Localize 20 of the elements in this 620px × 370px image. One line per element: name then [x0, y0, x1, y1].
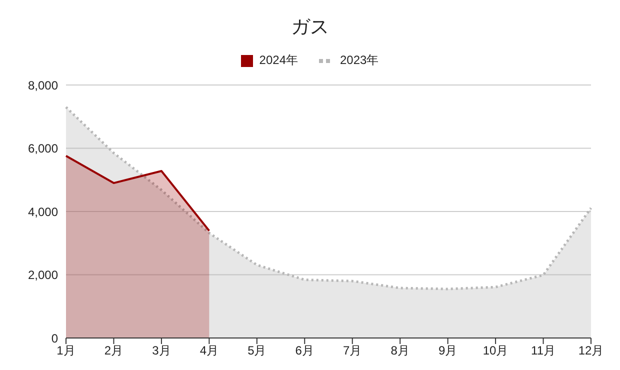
- x-tick-label: 12月: [578, 344, 604, 358]
- y-tick-label: 8,000: [28, 78, 58, 92]
- x-tick-label: 8月: [390, 344, 410, 358]
- x-tick-label: 10月: [482, 344, 508, 358]
- y-tick-label: 6,000: [28, 142, 58, 156]
- x-tick-label: 11月: [531, 344, 556, 358]
- legend-label: 2024年: [259, 52, 298, 69]
- legend-label: 2023年: [340, 52, 379, 69]
- x-tick-label: 9月: [438, 344, 458, 358]
- y-tick-label: 4,000: [28, 204, 58, 219]
- chart-title: ガス: [290, 16, 330, 40]
- x-tick-label: 3月: [152, 344, 171, 358]
- x-tick-label: 5月: [248, 344, 266, 358]
- x-tick-label: 6月: [295, 344, 314, 358]
- y-tick-label: 0: [51, 331, 58, 346]
- x-tick-label: 2月: [104, 344, 124, 358]
- x-tick-label: 1月: [56, 344, 76, 358]
- x-tick-label: 7月: [343, 344, 362, 358]
- x-tick-label: 4月: [200, 344, 219, 358]
- y-tick-label: 2,000: [28, 268, 58, 282]
